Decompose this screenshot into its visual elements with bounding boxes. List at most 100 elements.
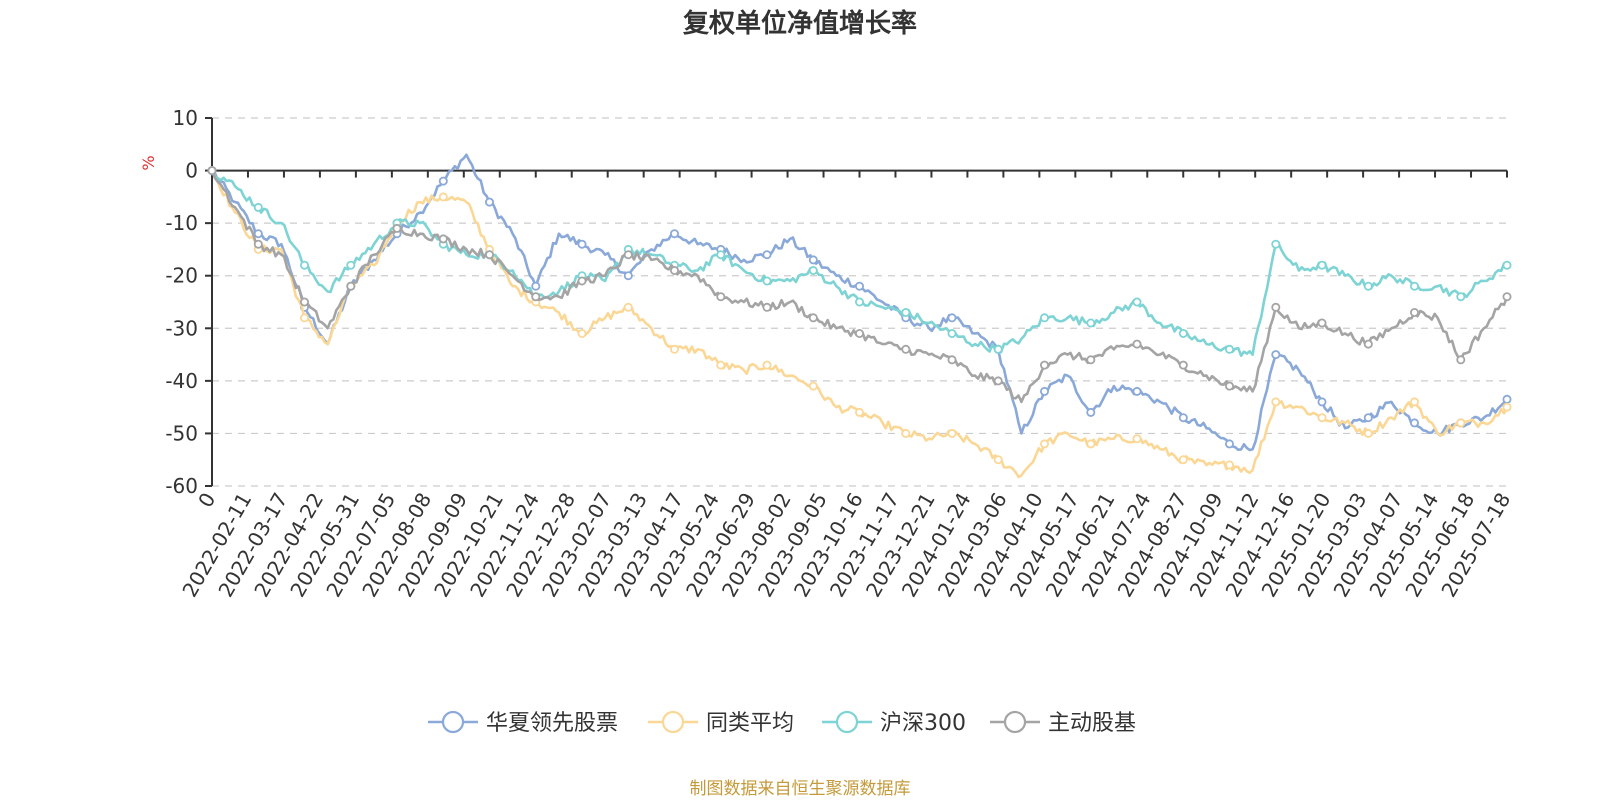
data-point	[762, 360, 772, 370]
data-point	[1317, 397, 1327, 407]
data-point	[1317, 318, 1327, 328]
y-tick-label: -60	[165, 474, 198, 498]
series-layer	[207, 153, 1512, 479]
data-point	[623, 250, 633, 260]
data-point	[1132, 434, 1142, 444]
data-point	[808, 255, 818, 265]
legend-item[interactable]: 主动股基	[990, 710, 1136, 736]
data-point	[1271, 350, 1281, 360]
legend-label: 主动股基	[1048, 711, 1136, 736]
data-point	[1502, 394, 1512, 404]
data-point	[855, 328, 865, 338]
legend-item[interactable]: 沪深300	[822, 710, 966, 736]
legend-marker-icon	[441, 710, 465, 734]
chart-title: 复权单位净值增长率	[683, 8, 917, 39]
data-point	[716, 292, 726, 302]
data-point	[1132, 297, 1142, 307]
data-point	[1317, 260, 1327, 270]
data-point	[762, 250, 772, 260]
data-point	[484, 197, 494, 207]
y-tick-label: 10	[173, 106, 198, 130]
data-point	[716, 360, 726, 370]
data-point	[438, 176, 448, 186]
data-point	[670, 344, 680, 354]
data-point	[531, 281, 541, 291]
data-point	[1225, 344, 1235, 354]
data-point	[299, 260, 309, 270]
data-point	[1502, 402, 1512, 412]
data-point	[1178, 360, 1188, 370]
data-point	[947, 428, 957, 438]
data-point	[1086, 407, 1096, 417]
legend-marker-icon	[661, 710, 685, 734]
data-point	[1178, 328, 1188, 338]
data-point	[855, 407, 865, 417]
y-axis-label: %	[139, 155, 158, 170]
data-point	[392, 223, 402, 233]
grid	[212, 117, 1507, 487]
data-point	[993, 344, 1003, 354]
data-point	[1040, 439, 1050, 449]
data-point	[577, 328, 587, 338]
y-tick-label: -50	[165, 421, 198, 445]
data-point	[901, 344, 911, 354]
data-point	[1410, 307, 1420, 317]
legend-item[interactable]: 华夏领先股票	[428, 710, 618, 736]
data-point	[1317, 413, 1327, 423]
data-point	[253, 202, 263, 212]
data-point	[947, 328, 957, 338]
data-point	[1271, 239, 1281, 249]
data-point	[438, 234, 448, 244]
data-point	[808, 265, 818, 275]
data-point	[1363, 428, 1373, 438]
data-point	[808, 313, 818, 323]
data-point	[346, 260, 356, 270]
data-point	[1086, 355, 1096, 365]
source-note: 制图数据来自恒生聚源数据库	[690, 779, 911, 799]
data-point	[670, 265, 680, 275]
data-point	[346, 281, 356, 291]
data-point	[577, 239, 587, 249]
y-tick-label: -40	[165, 369, 198, 393]
legend-marker-icon	[835, 710, 859, 734]
data-point	[1410, 397, 1420, 407]
data-point	[1410, 418, 1420, 428]
legend-item[interactable]: 同类平均	[648, 710, 794, 736]
data-point	[1456, 418, 1466, 428]
data-point	[855, 281, 865, 291]
data-point	[1132, 386, 1142, 396]
series-line	[210, 170, 1508, 357]
data-point	[1410, 281, 1420, 291]
data-point	[623, 271, 633, 281]
y-tick-label: -30	[165, 316, 198, 340]
data-point	[1086, 318, 1096, 328]
data-point	[1225, 460, 1235, 470]
y-tick-label: -20	[165, 264, 198, 288]
data-point	[1040, 386, 1050, 396]
data-point	[1363, 281, 1373, 291]
legend-label: 华夏领先股票	[486, 711, 618, 736]
data-point	[762, 302, 772, 312]
data-point	[855, 297, 865, 307]
data-point	[1502, 260, 1512, 270]
data-point	[1363, 413, 1373, 423]
data-point	[993, 376, 1003, 386]
y-tick-label: 0	[185, 159, 198, 183]
legend[interactable]: 华夏领先股票 同类平均 沪深300 主动股基	[428, 710, 1136, 736]
data-point	[299, 313, 309, 323]
series-1	[207, 166, 1512, 479]
data-point	[1178, 455, 1188, 465]
y-tick-label: -10	[165, 211, 198, 235]
data-point	[484, 250, 494, 260]
data-point	[947, 355, 957, 365]
data-point	[1225, 381, 1235, 391]
data-point	[901, 307, 911, 317]
data-point	[207, 166, 217, 176]
data-point	[1271, 302, 1281, 312]
data-point	[1132, 339, 1142, 349]
data-point	[623, 302, 633, 312]
data-point	[670, 229, 680, 239]
data-point	[1502, 292, 1512, 302]
data-point	[947, 313, 957, 323]
